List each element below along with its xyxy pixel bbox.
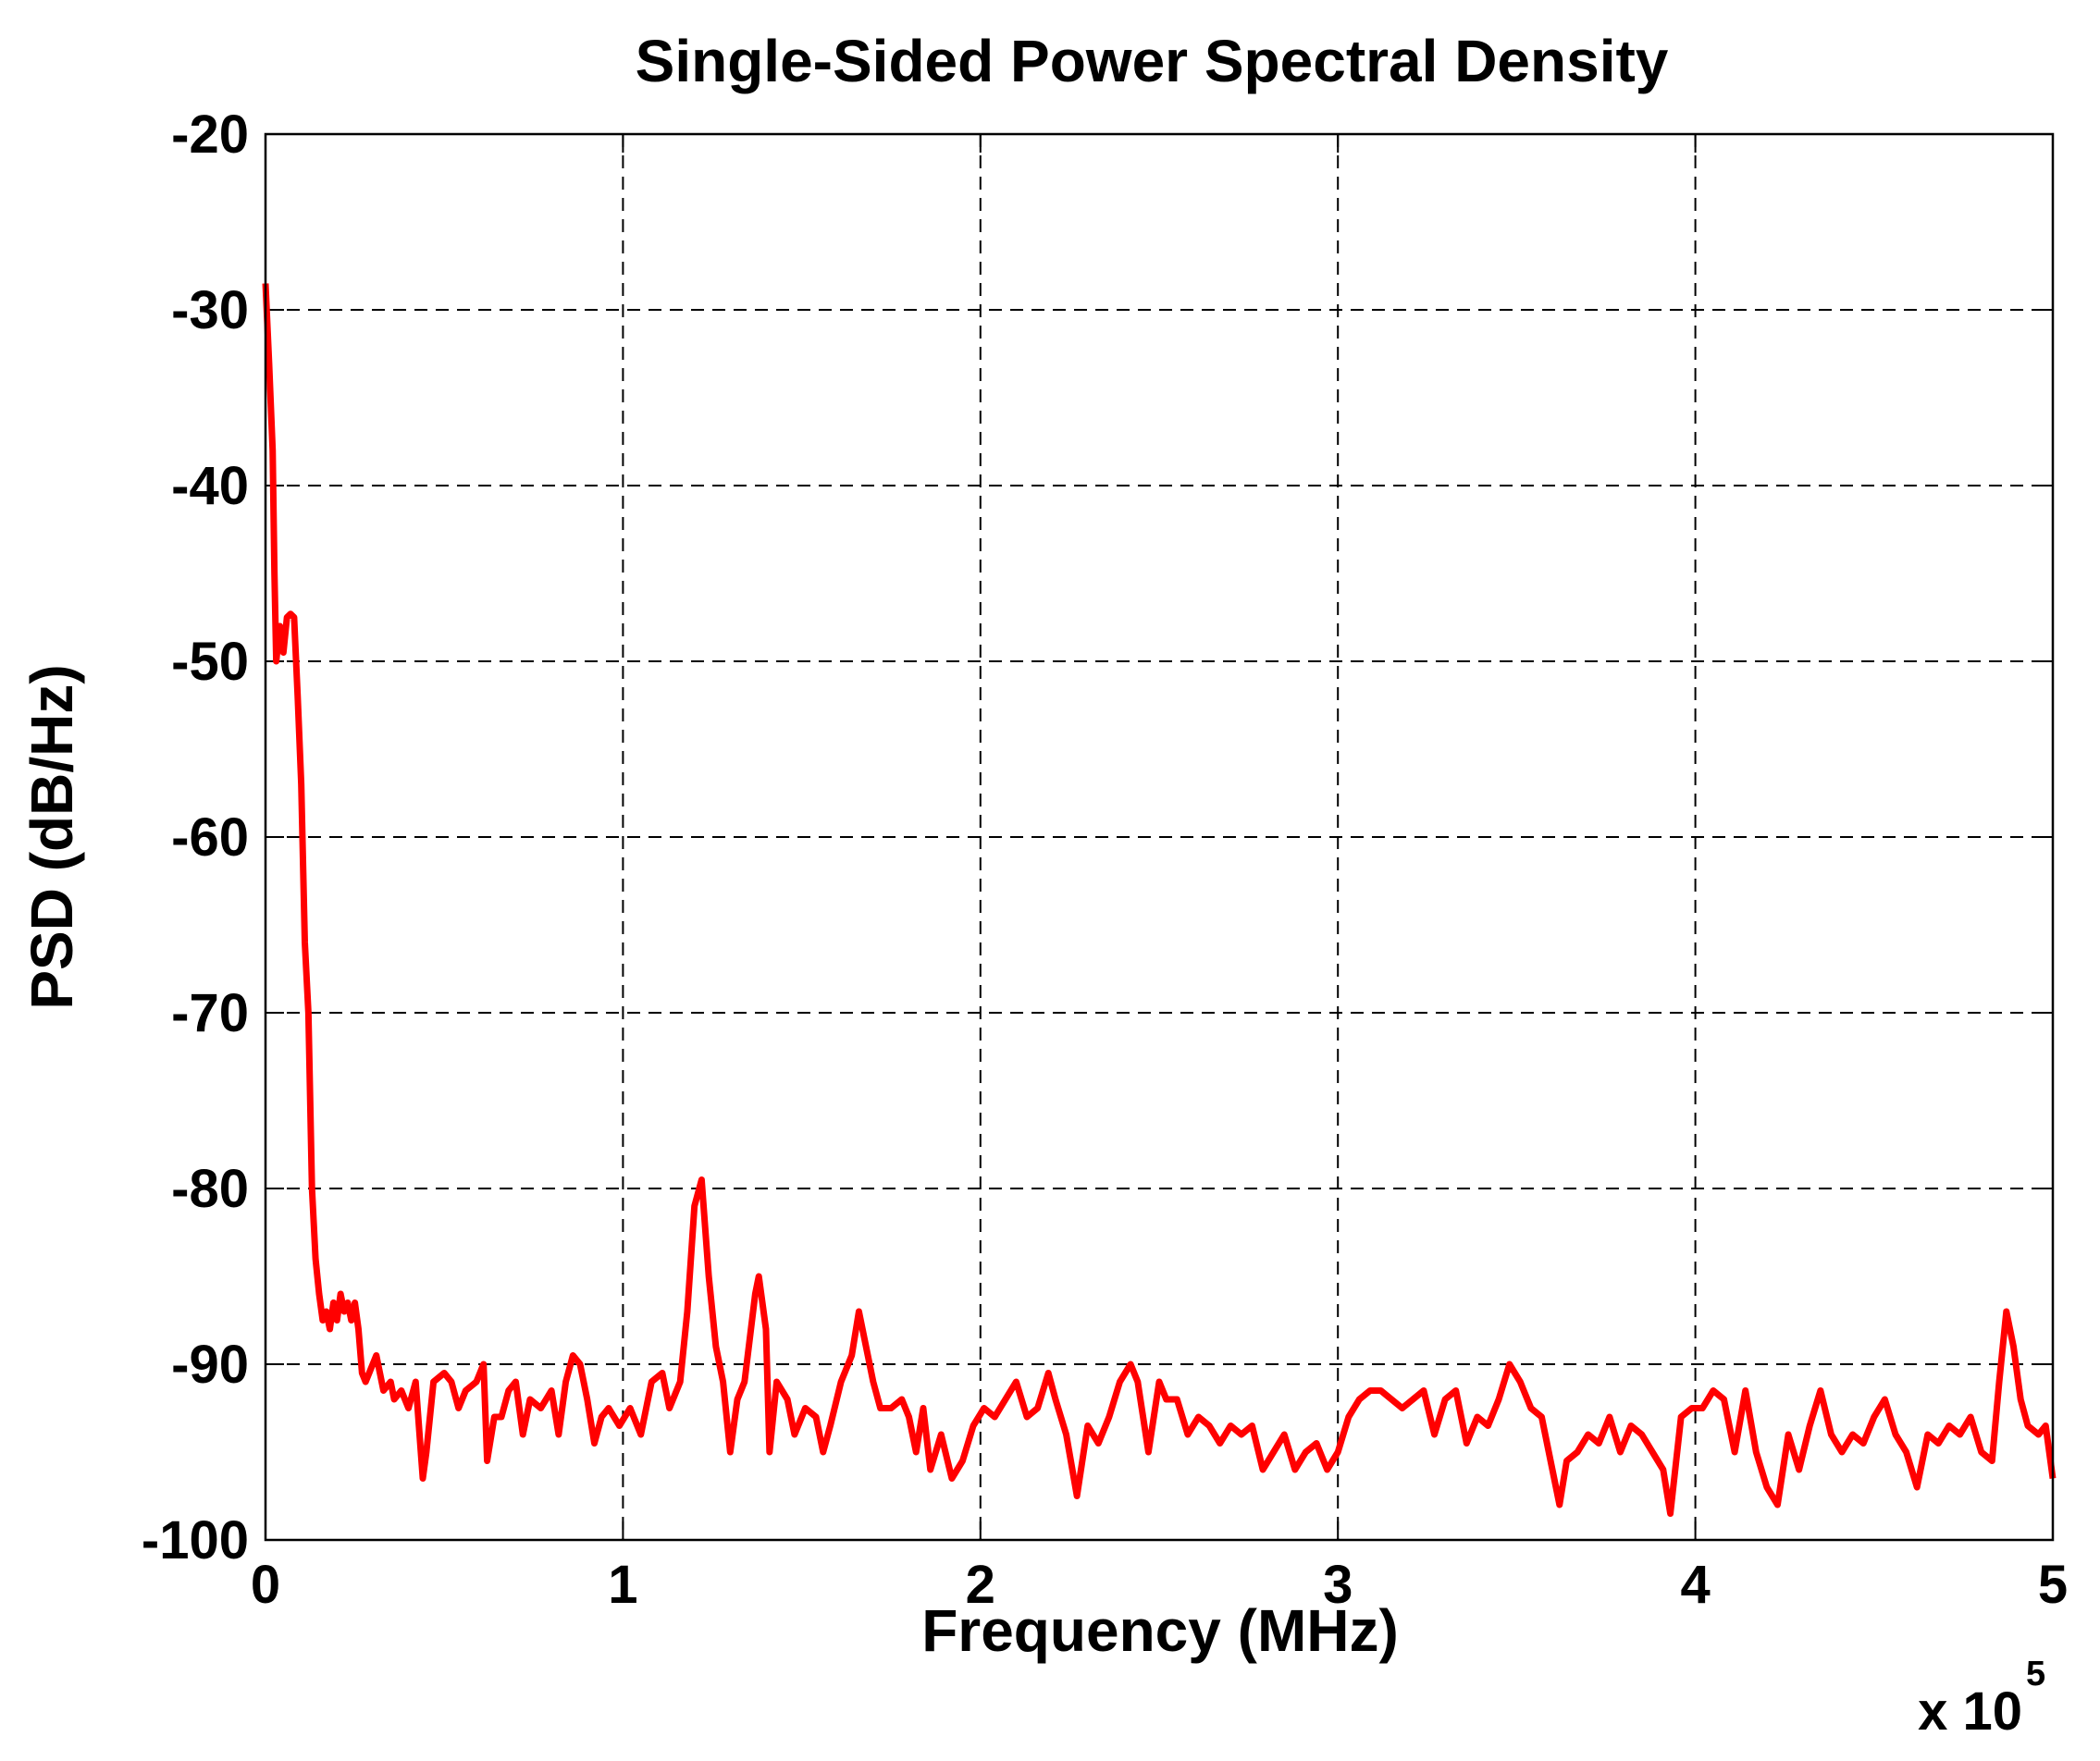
- x-tick-label: 1: [608, 1555, 637, 1615]
- series-line: [262, 283, 2057, 1517]
- x-tick-label: 5: [2038, 1555, 2068, 1615]
- y-tick-label: -50: [171, 632, 249, 692]
- x-axis-label: Frequency (MHz): [921, 1597, 1399, 1664]
- x-tick-label: 0: [251, 1555, 280, 1615]
- y-tick-label: -100: [142, 1510, 249, 1570]
- y-tick-label: -90: [171, 1335, 249, 1395]
- x-tick-label: 2: [966, 1555, 995, 1615]
- x-tick-label: 4: [1680, 1555, 1710, 1615]
- x-scale-label: x 10: [1918, 1681, 2022, 1742]
- y-tick-label: -30: [171, 280, 249, 340]
- y-tick-label: -20: [171, 105, 249, 165]
- y-tick-label: -40: [171, 456, 249, 516]
- y-axis-label: PSD (dB/Hz): [19, 664, 85, 1009]
- chart-title: Single-Sided Power Spectral Density: [636, 28, 1669, 94]
- y-tick-label: -70: [171, 983, 249, 1043]
- y-tick-label: -80: [171, 1159, 249, 1219]
- x-scale-exponent: 5: [2026, 1655, 2045, 1693]
- y-tick-label: -60: [171, 807, 249, 868]
- plot-frame: [264, 132, 2055, 1542]
- x-tick-label: 3: [1323, 1555, 1353, 1615]
